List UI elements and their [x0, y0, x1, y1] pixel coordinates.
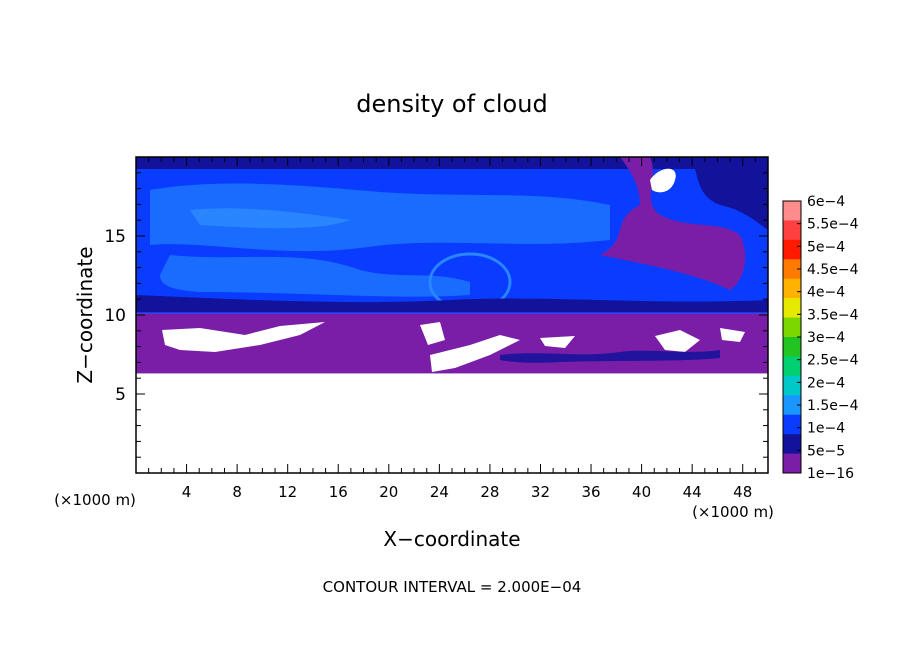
- colorbar-swatch: [783, 201, 801, 221]
- x-axis-unit-left: (×1000 m): [54, 491, 136, 509]
- colorbar: 6e−4 5.5e−4 5e−4 4.5e−4 4e−4 3.5e−4 3e−4 2.5e−4…: [782, 194, 859, 482]
- colorbar-swatch: [783, 278, 801, 299]
- cloud-dark-streak: [500, 350, 720, 363]
- x-tick-label: 8: [232, 483, 242, 501]
- x-axis-unit-right: (×1000 m): [692, 503, 774, 521]
- y-tick-label: 5: [115, 385, 126, 405]
- cloud-white-gap: [720, 328, 745, 342]
- cloud-light-patch: [160, 255, 470, 297]
- x-tick-label: 36: [581, 483, 600, 501]
- colorbar-label: 6e−4: [807, 194, 845, 210]
- cloud-purple-plume: [600, 157, 746, 290]
- colorbar-label: 1.5e−4: [807, 398, 859, 414]
- colorbar-swatch: [783, 317, 801, 338]
- cloud-white-gap: [420, 322, 445, 345]
- colorbar-swatch: [783, 239, 801, 260]
- colorbar-label: 4.5e−4: [807, 262, 859, 278]
- colorbar-swatch: [783, 395, 801, 416]
- x-axis-ticks: 4 8 12 16 20 24 28 32 36 40 44 48: [148, 157, 756, 501]
- cloud-white-gap: [655, 330, 700, 352]
- y-axis-ticks: 5 10 15: [104, 172, 768, 458]
- cloud-dark-plume: [690, 157, 768, 230]
- x-tick-label: 4: [182, 483, 192, 501]
- colorbar-swatch: [783, 259, 801, 280]
- cloud-white-gap: [430, 335, 520, 372]
- colorbar-swatch: [783, 337, 801, 357]
- colorbar-swatch: [783, 434, 801, 455]
- colorbar-label: 4e−4: [807, 285, 845, 301]
- x-tick-label: 48: [733, 483, 752, 501]
- x-tick-label: 20: [379, 483, 398, 501]
- y-axis-label: Z−coordinate: [73, 246, 97, 383]
- cloud-free-region: [136, 373, 768, 473]
- x-tick-label: 40: [632, 483, 651, 501]
- colorbar-label: 5e−4: [807, 239, 845, 255]
- cloud-dark-base: [136, 295, 768, 312]
- cloud-white-gap: [162, 322, 325, 352]
- x-tick-label: 28: [480, 483, 499, 501]
- colorbar-label: 2.5e−4: [807, 353, 859, 369]
- colorbar-label: 5e−5: [807, 443, 845, 459]
- cloud-white-gap: [540, 336, 575, 348]
- colorbar-label: 5.5e−4: [807, 217, 859, 233]
- x-tick-label: 16: [329, 483, 348, 501]
- colorbar-label: 3e−4: [807, 330, 845, 346]
- colorbar-label: 1e−16: [807, 466, 854, 482]
- colorbar-swatch: [783, 453, 801, 474]
- cloud-pale-patch: [190, 208, 350, 229]
- colorbar-swatch: [783, 414, 801, 435]
- x-tick-label: 12: [278, 483, 297, 501]
- colorbar-swatch: [783, 375, 801, 396]
- colorbar-swatch: [783, 220, 801, 241]
- cloud-top-edge: [136, 157, 768, 169]
- x-axis-label: X−coordinate: [383, 527, 520, 551]
- x-tick-label: 32: [531, 483, 550, 501]
- colorbar-swatch: [783, 298, 801, 319]
- cloud-light-patch: [150, 183, 610, 252]
- plot-area: [136, 157, 768, 473]
- cloud-white-gap: [650, 168, 676, 193]
- colorbar-label: 1e−4: [807, 421, 845, 437]
- colorbar-label: 2e−4: [807, 375, 845, 391]
- colorbar-label: 3.5e−4: [807, 307, 859, 323]
- chart-title: density of cloud: [356, 90, 547, 118]
- x-tick-label: 24: [430, 483, 449, 501]
- y-tick-label: 10: [104, 306, 126, 326]
- colorbar-swatch: [783, 356, 801, 377]
- contour-interval-note: CONTOUR INTERVAL = 2.000E−04: [323, 578, 582, 596]
- x-tick-label: 44: [683, 483, 702, 501]
- y-tick-label: 15: [104, 227, 126, 247]
